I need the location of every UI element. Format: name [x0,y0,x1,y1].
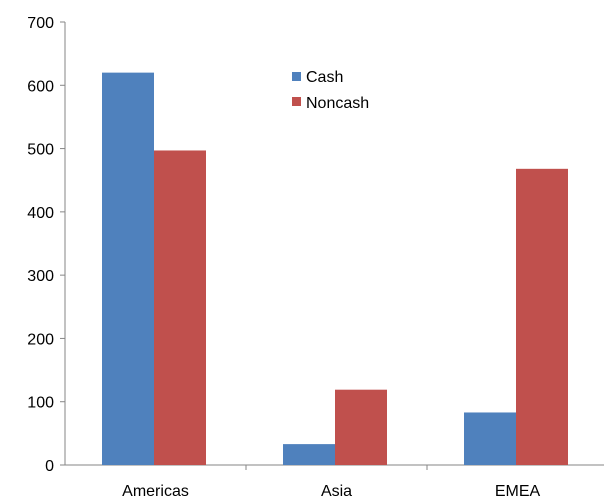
legend-label-cash: Cash [306,69,343,86]
x-tick-label: Americas [122,483,189,498]
bar-noncash-americas [154,150,206,465]
y-tick-label: 500 [27,142,54,159]
bar-cash-americas [102,72,154,465]
bar-noncash-asia [335,389,387,465]
bar-cash-asia [283,444,335,465]
y-tick-label: 300 [27,268,54,285]
bar-cash-emea [464,412,516,465]
y-tick-label: 400 [27,205,54,222]
legend-label-noncash: Noncash [306,95,369,112]
y-tick-label: 100 [27,395,54,412]
y-tick-label: 600 [27,78,54,95]
x-tick-label: Asia [321,483,352,498]
y-axis: 0 100 200 300 400 500 600 700 [27,15,66,475]
legend-swatch-cash [292,72,301,81]
x-tick-label: EMEA [495,483,541,498]
x-axis: Americas Asia EMEA [65,464,604,498]
bar-noncash-emea [516,168,568,465]
x-axis-ticks: Americas Asia EMEA [122,465,541,498]
legend-swatch-noncash [292,97,301,106]
y-tick-label: 200 [27,331,54,348]
y-tick-label: 0 [45,458,54,475]
y-axis-ticks: 0 100 200 300 400 500 600 700 [27,15,65,475]
bars [102,72,568,465]
y-tick-label: 700 [27,15,54,32]
legend: Cash Noncash [292,69,369,112]
